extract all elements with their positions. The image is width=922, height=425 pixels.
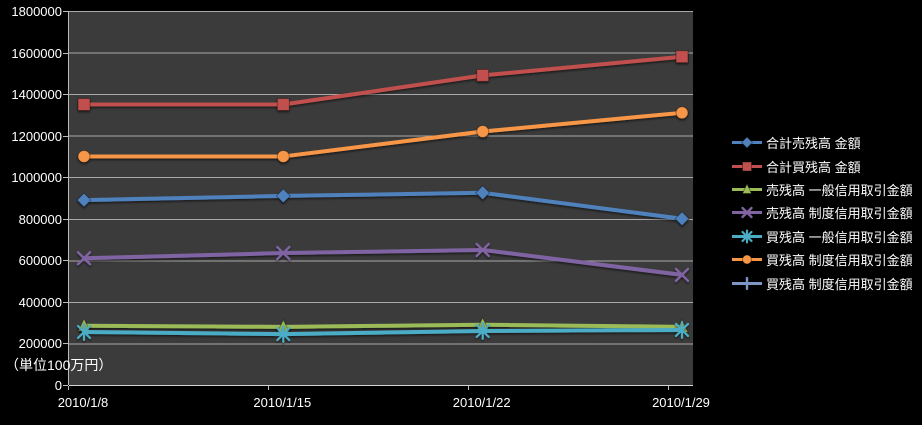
legend-item: 買残高 制度信用取引金額: [731, 271, 913, 294]
series-4-line: [76, 242, 690, 283]
x-axis-tick: [468, 386, 469, 390]
y-axis-label: 200000: [18, 336, 62, 352]
y-axis-tick: [63, 94, 68, 96]
series-4-marker: [276, 245, 291, 261]
series-5-marker: [276, 325, 291, 343]
series-2-path: [82, 54, 684, 107]
legend-marker-glyph: [741, 207, 753, 219]
y-axis-tick: [63, 52, 68, 54]
y-axis-label: 1600000: [11, 45, 62, 61]
x-axis-label: 2010/1/15: [253, 395, 312, 410]
y-axis-label: 1000000: [11, 170, 62, 186]
series-1-marker: [76, 192, 92, 208]
series-5-path: [82, 327, 684, 337]
x-axis-tick: [68, 386, 69, 390]
legend-triangle-marker-icon: [732, 182, 762, 195]
y-axis-label: 0: [54, 378, 62, 393]
series-1-marker: [275, 188, 292, 204]
legend-item: 合計買残高 金額: [731, 154, 913, 177]
legend-item: 買残高 一般信用取引金額: [731, 225, 913, 248]
legend-star-marker-icon: [732, 229, 762, 244]
series-5-line: [76, 321, 690, 343]
legend-marker-glyph: [741, 182, 753, 195]
series-3-path: [82, 322, 684, 329]
series-1-marker: [474, 185, 491, 201]
legend-item: 売残高 一般信用取引金額: [731, 178, 913, 201]
x-axis-tick: [268, 386, 269, 390]
gridlines: [69, 11, 693, 386]
series-lines: [76, 50, 690, 343]
series-4-marker: [475, 242, 490, 258]
unit-label: （単位100万円）: [5, 357, 113, 373]
series-2-marker: [77, 98, 91, 111]
series-2-marker: [476, 68, 490, 82]
x-axis-label: 2010/1/29: [652, 395, 710, 410]
series-1-path: [82, 190, 684, 221]
legend-label: 合計買残高 金額: [766, 159, 861, 175]
legend-label: 合計売残高 金額: [766, 136, 861, 152]
legend-marker-glyph: [742, 161, 752, 172]
y-axis-label: 1400000: [11, 87, 62, 103]
y-axis-tick: [63, 218, 68, 220]
legend-marker-glyph: [741, 229, 753, 244]
y-axis-label: 800000: [18, 211, 62, 227]
series-2-line: [77, 50, 689, 111]
legend-label: 買残高 一般信用取引金額: [766, 229, 913, 245]
series-6-path: [82, 110, 684, 159]
series-6-marker: [77, 149, 91, 163]
series-1-line: [76, 185, 690, 227]
legend-x-marker-icon: [732, 207, 762, 219]
legend-plus-marker-icon: [732, 276, 762, 290]
legend-square-marker-icon: [732, 161, 762, 172]
legend-item: 買残高 制度信用取引金額: [731, 248, 913, 271]
y-axis-label: 1800000: [11, 4, 62, 19]
x-axis-label: 2010/1/22: [452, 395, 511, 410]
series-2-marker: [276, 98, 290, 111]
x-axis-tick: [668, 386, 669, 390]
legend-marker-glyph: [742, 254, 752, 265]
legend-item: 売残高 制度信用取引金額: [731, 201, 913, 224]
legend-item: 合計売残高 金額: [731, 131, 913, 154]
series-6-marker: [476, 125, 490, 139]
legend: 合計売残高 金額 合計買残高 金額売残高 一般信用取引金額 売残高 制度信用取引金額…: [731, 131, 913, 295]
y-axis-tick: [63, 135, 68, 137]
series-4-path: [82, 247, 684, 277]
series-6-marker: [276, 149, 290, 163]
y-axis-tick: [63, 177, 68, 179]
series-6-line: [77, 106, 689, 163]
plot-area: [68, 11, 693, 386]
series-5-marker: [674, 321, 690, 339]
y-axis-tick: [63, 301, 68, 303]
legend-label: 売残高 制度信用取引金額: [766, 206, 913, 222]
series-4-marker: [76, 251, 92, 266]
legend-marker-glyph: [740, 276, 754, 290]
chart-canvas: [69, 11, 693, 386]
y-axis-label: 600000: [18, 253, 62, 269]
legend-circle-marker-icon: [732, 254, 762, 265]
series-1-marker: [674, 211, 690, 227]
y-axis-label: 400000: [18, 294, 62, 310]
y-axis-label: 1200000: [11, 128, 62, 144]
series-2-marker: [675, 50, 689, 64]
y-axis-tick: [63, 260, 68, 262]
series-5-marker: [76, 323, 92, 341]
series-6-marker: [675, 106, 689, 120]
legend-label: 売残高 一般信用取引金額: [766, 182, 913, 198]
legend-label: 買残高 制度信用取引金額: [766, 276, 913, 292]
y-axis-tick: [63, 385, 68, 386]
y-axis-tick: [63, 11, 68, 12]
x-axis-label: 2010/1/8: [57, 395, 109, 410]
legend-label: 買残高 制度信用取引金額: [766, 253, 913, 269]
y-axis-tick: [63, 343, 68, 345]
series-4-marker: [674, 267, 690, 283]
legend-marker-glyph: [740, 136, 754, 149]
legend-diamond-marker-icon: [732, 136, 762, 149]
series-5-marker: [475, 322, 490, 340]
